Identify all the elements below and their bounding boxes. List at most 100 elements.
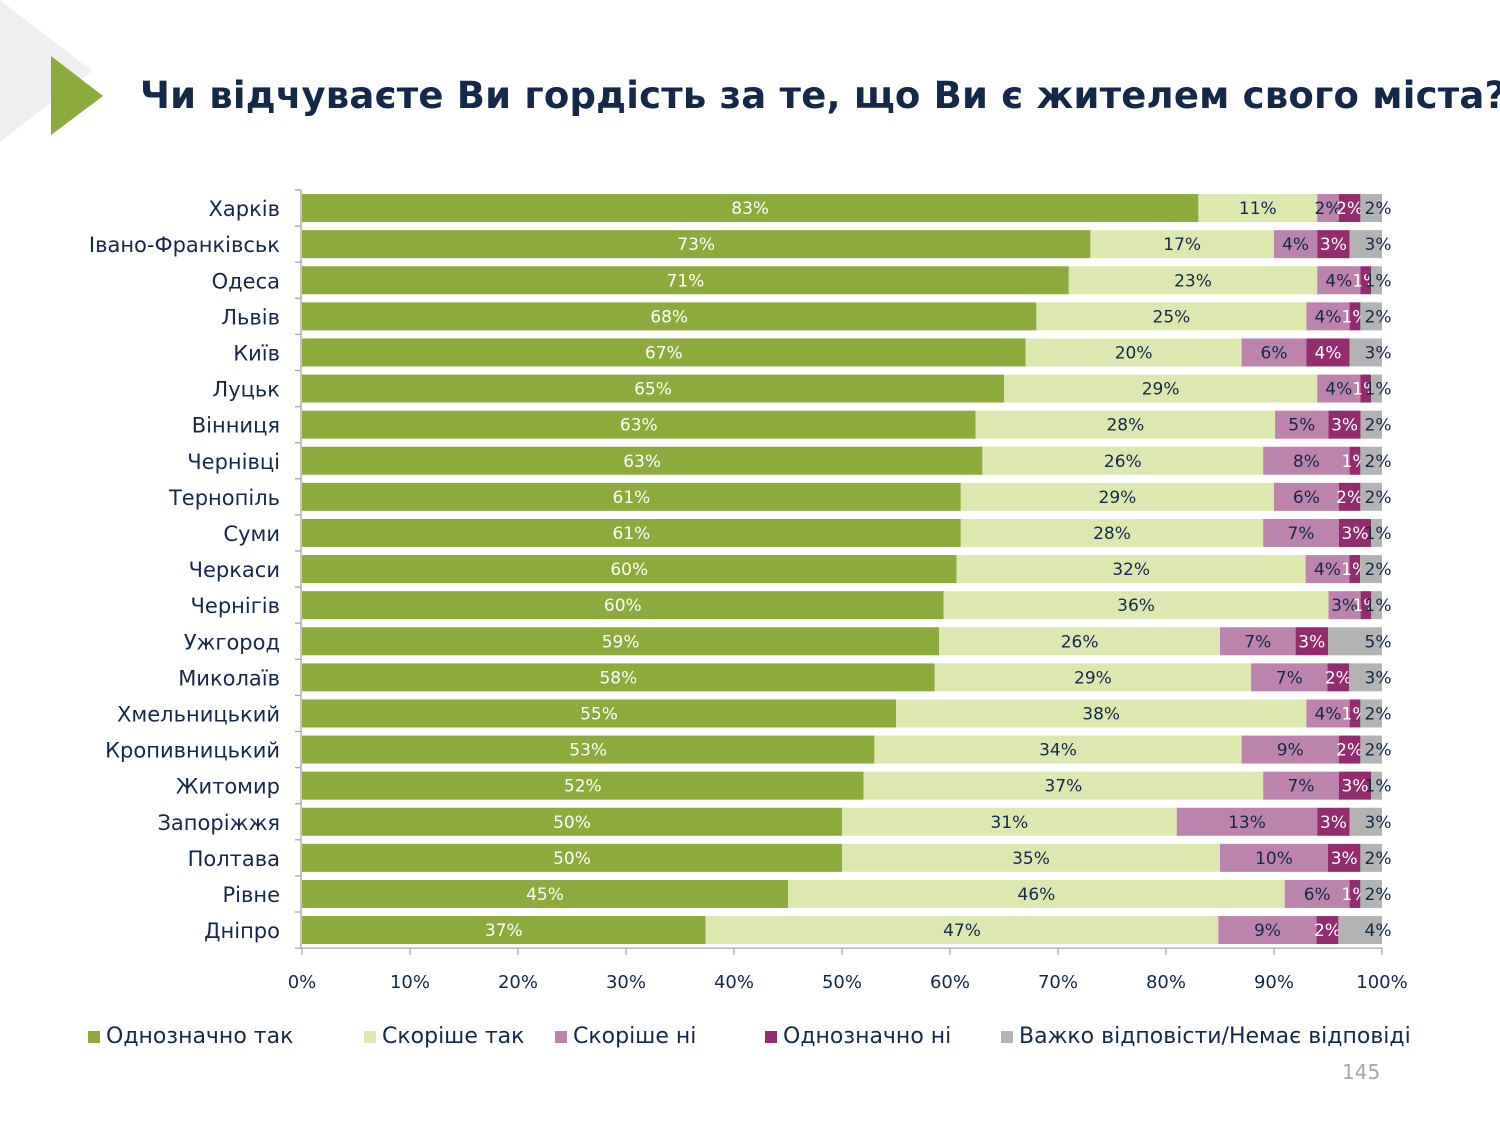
bar-segment [1349, 446, 1361, 475]
category-label: Івано-Франківськ [89, 233, 280, 257]
data-label: 2% [1336, 199, 1363, 219]
data-label: 4% [1315, 343, 1342, 363]
bar-row: 52% 37% 7% 3%1% [302, 771, 1391, 800]
bar-segment [1360, 374, 1372, 403]
data-label: 29% [1099, 488, 1137, 508]
bar-segment [1360, 410, 1382, 439]
category-label: Житомир [176, 775, 280, 799]
bar-row: 63% 26% 8% 1%2% [302, 446, 1391, 475]
bar-segment [302, 916, 706, 945]
data-label: 4% [1325, 271, 1352, 291]
data-label: 46% [1018, 885, 1056, 905]
bar-row: 61% 29% 6% 2% 2% [302, 482, 1391, 511]
bar-segment [302, 843, 842, 872]
legend-swatch [364, 1030, 376, 1043]
bar-row: 67% 20% 6% 4% 3% [302, 338, 1392, 367]
bar-segment [1360, 482, 1382, 511]
bar-row: 50% 35% 10% 3% 2% [302, 843, 1392, 872]
category-label: Чернівці [187, 450, 280, 474]
bar-segment [1306, 699, 1350, 728]
bar-segment [302, 627, 940, 656]
bar-segment [1371, 518, 1382, 547]
bar-segment [1338, 735, 1361, 764]
data-label: 60% [610, 560, 648, 580]
bar-segment [302, 410, 976, 439]
bar-row: 68% 25% 4% 1%2% [302, 302, 1392, 331]
data-label: 1% [1365, 380, 1392, 400]
data-label: 61% [613, 524, 651, 544]
bar-segment [1349, 807, 1382, 836]
bar-segment [1263, 771, 1339, 800]
data-label: 17% [1163, 235, 1201, 255]
data-label: 2% [1365, 849, 1392, 869]
bar-segment [960, 518, 1264, 547]
x-tick-label: 20% [498, 972, 538, 993]
data-label: 37% [1045, 777, 1083, 797]
bar-segment [302, 555, 957, 584]
data-label: 4% [1314, 560, 1341, 580]
bar-segment [1360, 446, 1382, 475]
bar-segment [1004, 374, 1318, 403]
data-label: 35% [1012, 849, 1050, 869]
bar-segment [1371, 266, 1382, 295]
bar-segment [705, 916, 1219, 945]
bar-segment [1274, 230, 1318, 259]
data-label: 3% [1320, 813, 1347, 833]
legend-label: Скоріше так [382, 1024, 525, 1049]
data-label: 6% [1293, 488, 1320, 508]
data-label: 2% [1314, 921, 1341, 941]
bar-segment [1274, 482, 1339, 511]
bar-segment [960, 482, 1274, 511]
legend-item: Однозначно так [88, 1024, 293, 1049]
bar-segment [1349, 230, 1382, 259]
bar-segment [1317, 266, 1361, 295]
data-label: 83% [731, 199, 769, 219]
bar-segment [1090, 230, 1274, 259]
data-label: 3% [1298, 632, 1325, 652]
bar-segment [302, 230, 1091, 259]
bar-segment [302, 735, 875, 764]
data-label: 3% [1342, 777, 1369, 797]
bar-segment [1360, 735, 1382, 764]
bar-segment [1328, 591, 1361, 620]
bar-segment [842, 843, 1220, 872]
category-labels: Харків Івано-Франківськ Одеса Львів Київ Луць… [89, 197, 280, 943]
bar-segment [956, 555, 1306, 584]
legend-label: Важко відповісти/Немає відповіді [1019, 1024, 1411, 1049]
bar-segment [302, 879, 788, 908]
data-label: 3% [1365, 343, 1392, 363]
x-tick-label: 60% [930, 972, 970, 993]
bar-segment [896, 699, 1307, 728]
bar-row: 55% 38% 4% 1%2% [302, 699, 1391, 728]
data-label: 50% [553, 849, 591, 869]
bar-segment [1349, 338, 1382, 367]
data-label: 2% [1336, 488, 1363, 508]
data-label: 23% [1174, 271, 1212, 291]
data-label: 73% [677, 235, 715, 255]
bar-segment [1317, 230, 1350, 259]
category-label: Одеса [212, 269, 280, 293]
category-label: Львів [221, 305, 280, 329]
bar-segment [302, 338, 1026, 367]
data-label: 2% [1365, 416, 1392, 436]
bar-segment [1241, 735, 1339, 764]
data-label: 3% [1320, 235, 1347, 255]
bar-row: 65% 29% 4% 1%1% [302, 374, 1392, 403]
bar-segment [1263, 446, 1350, 475]
x-tick-label: 70% [1038, 972, 1078, 993]
data-label: 4% [1365, 921, 1392, 941]
bar-segment [1360, 843, 1382, 872]
data-label: 3% [1365, 235, 1392, 255]
bar-segment [302, 663, 935, 692]
data-label: 68% [650, 307, 688, 327]
bar-segment [302, 194, 1199, 223]
bar-row: 60% 36% 3%1%1% [302, 591, 1391, 620]
legend-label: Однозначно так [106, 1024, 294, 1049]
bar-segment [1360, 302, 1382, 331]
x-tick-label: 30% [606, 972, 646, 993]
data-label: 29% [1074, 668, 1112, 688]
data-label: 2% [1365, 307, 1392, 327]
bar-segment [1328, 410, 1361, 439]
category-label: Тернопіль [168, 486, 280, 510]
data-label: 4% [1282, 235, 1309, 255]
